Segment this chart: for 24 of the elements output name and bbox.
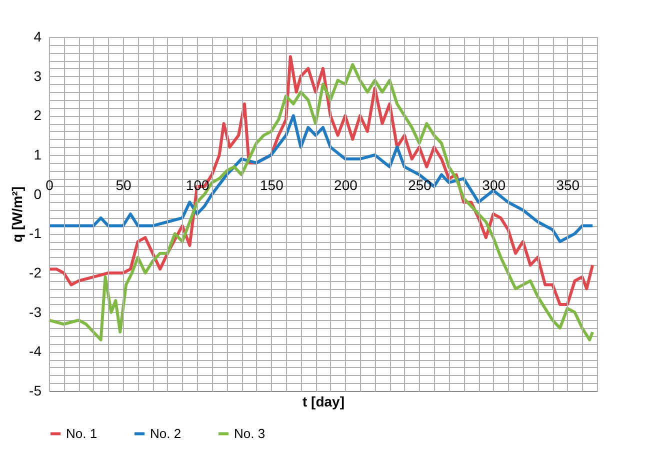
y-tick-label: -5	[29, 382, 42, 398]
x-tick-label: 350	[556, 176, 580, 193]
x-axis-title: t [day]	[302, 394, 344, 410]
y-tick-label: -1	[29, 225, 42, 242]
x-tick-label: 0	[46, 176, 54, 193]
legend-label: No. 3	[234, 426, 266, 441]
line-series	[48, 114, 594, 244]
y-tick-label: 1	[34, 146, 42, 162]
x-tick-label: 300	[482, 176, 506, 193]
y-axis-title: q [W/m²]	[9, 186, 26, 242]
legend-label: No. 2	[150, 426, 182, 441]
legend-label: No. 1	[66, 426, 98, 441]
y-tick-label: 2	[34, 107, 42, 124]
line-series	[48, 63, 594, 342]
y-tick-label: -3	[29, 304, 42, 320]
x-tick-label: 250	[408, 176, 432, 193]
y-tick-label: 3	[34, 68, 42, 84]
x-tick-label: 150	[260, 176, 284, 193]
y-tick-label: -2	[29, 264, 42, 280]
y-tick-label: -4	[29, 343, 42, 360]
y-tick-label: 4	[34, 28, 42, 44]
line-series	[48, 55, 594, 306]
x-tick-label: 50	[116, 176, 132, 193]
x-tick-label: 200	[334, 176, 358, 193]
